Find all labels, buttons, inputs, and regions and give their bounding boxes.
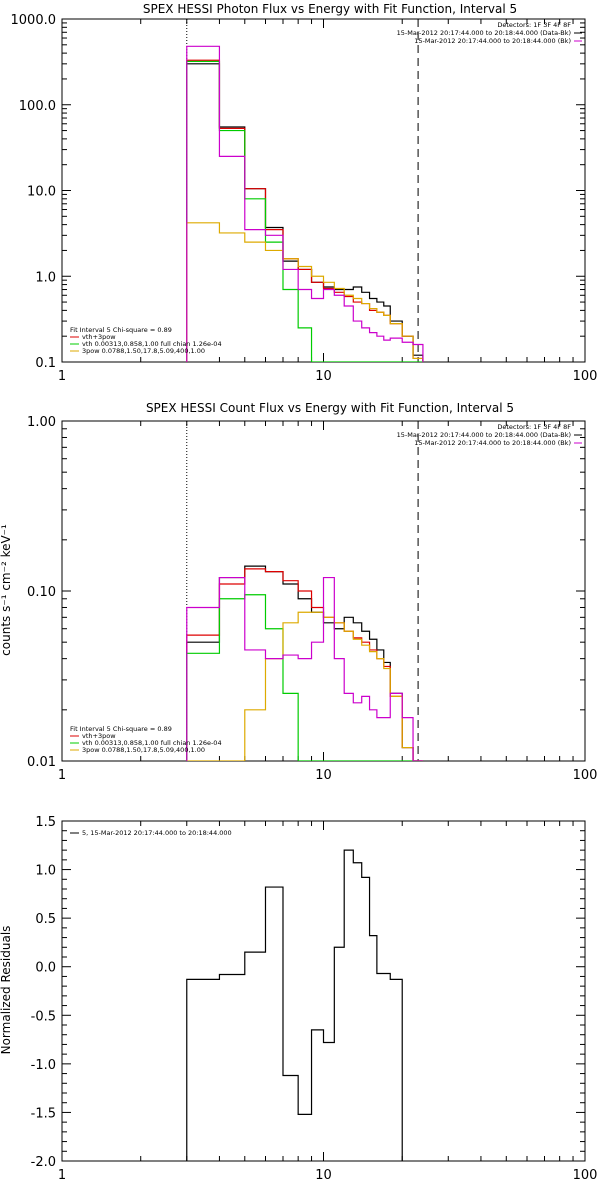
x-tick-label: 100 bbox=[573, 768, 598, 783]
y-tick-label: 10.0 bbox=[27, 185, 56, 200]
legend-text: 3pow 0.0788,1.50,17.8,5.09,400,1.00 bbox=[82, 347, 205, 355]
legend-text: vth+3pow bbox=[82, 732, 116, 740]
header-text: 15-Mar-2012 20:17:44.000 to 20:18:44.000… bbox=[414, 439, 571, 447]
x-tick-label: 100 bbox=[573, 1168, 598, 1183]
plot-frame-3 bbox=[61, 820, 586, 1162]
y-tick-label: -2.0 bbox=[31, 1155, 56, 1170]
y-tick-label: 0.10 bbox=[27, 585, 56, 600]
header-text: Detectors: 1F 3F 4F 8F bbox=[497, 423, 571, 431]
y-tick-label: 1000.0 bbox=[11, 13, 57, 28]
series-data-bk bbox=[186, 63, 424, 362]
panel3-ylabel: Normalized Residuals bbox=[0, 926, 13, 1055]
header-text: 15-Mar-2012 20:17:44.000 to 20:18:44.000… bbox=[397, 29, 571, 37]
photon-flux-panel: SPEX HESSI Photon Flux vs Energy with Fi… bbox=[11, 2, 598, 384]
panel2-ylabel: counts s⁻¹ cm⁻² keV⁻¹ bbox=[0, 524, 13, 656]
y-tick-label: -1.5 bbox=[31, 1106, 56, 1121]
series-data-bk bbox=[186, 565, 423, 761]
y-tick-label: -0.5 bbox=[31, 1009, 56, 1024]
x-tick-label: 1 bbox=[58, 1168, 66, 1183]
y-tick-label: 0.5 bbox=[35, 912, 56, 927]
series-3pow bbox=[186, 222, 424, 362]
x-tick-label: 10 bbox=[315, 369, 332, 384]
legend-text: vth+3pow bbox=[82, 333, 116, 341]
legend-text: Fit Interval 5 Chi-square = 0.89 bbox=[70, 326, 172, 334]
x-tick-label: 10 bbox=[315, 1168, 332, 1183]
y-tick-label: 0.01 bbox=[27, 755, 56, 770]
y-tick-label: 1.00 bbox=[27, 415, 56, 430]
panel1-title: SPEX HESSI Photon Flux vs Energy with Fi… bbox=[143, 2, 517, 16]
series-vth-3pow bbox=[186, 59, 424, 362]
x-tick-label: 1 bbox=[58, 768, 66, 783]
y-tick-label: 0.0 bbox=[35, 961, 56, 976]
y-tick-label: -1.0 bbox=[31, 1058, 56, 1073]
series-bk bbox=[186, 45, 424, 362]
x-tick-label: 10 bbox=[315, 768, 332, 783]
series-vth-3pow bbox=[186, 568, 423, 761]
y-tick-label: 1.0 bbox=[35, 864, 56, 879]
legend-text: Fit Interval 5 Chi-square = 0.89 bbox=[70, 725, 172, 733]
legend-text: 3pow 0.0788,1.50,17.8,5.09,400,1.00 bbox=[82, 746, 205, 754]
y-tick-label: 0.1 bbox=[35, 356, 56, 371]
header-text: 15-Mar-2012 20:17:44.000 to 20:18:44.000… bbox=[414, 37, 571, 45]
series-5-15-mar-2012-20-17-44-000-to-20-18-44-000 bbox=[186, 849, 403, 1161]
header-text: 15-Mar-2012 20:17:44.000 to 20:18:44.000… bbox=[397, 431, 571, 439]
header-text: Detectors: 1F 3F 4F 8F bbox=[497, 21, 571, 29]
series-3pow bbox=[186, 611, 423, 761]
y-tick-label: 1.5 bbox=[35, 815, 56, 830]
series-bk bbox=[186, 576, 423, 761]
residuals-panel: Normalized Residuals 1 10 100 1.5 1.0 0.5 0.0 -… bbox=[0, 815, 597, 1183]
y-tick-label: 1.0 bbox=[35, 270, 56, 285]
series-vth bbox=[186, 60, 423, 362]
legend-text: 5, 15-Mar-2012 20:17:44.000 to 20:18:44.… bbox=[82, 829, 232, 837]
legend-text: vth 0.00313,0.858,1.00 full chian 1.26e-… bbox=[82, 340, 222, 348]
x-tick-label: 100 bbox=[573, 369, 598, 384]
plot-frame-1 bbox=[61, 18, 586, 363]
series-vth bbox=[186, 594, 423, 761]
legend-text: vth 0.00313,0.858,1.00 full chian 1.26e-… bbox=[82, 739, 222, 747]
panel2-title: SPEX HESSI Count Flux vs Energy with Fit… bbox=[146, 401, 514, 415]
x-tick-label: 1 bbox=[58, 369, 66, 384]
count-flux-panel: SPEX HESSI Count Flux vs Energy with Fit… bbox=[0, 401, 597, 783]
y-tick-label: 100.0 bbox=[19, 99, 56, 114]
